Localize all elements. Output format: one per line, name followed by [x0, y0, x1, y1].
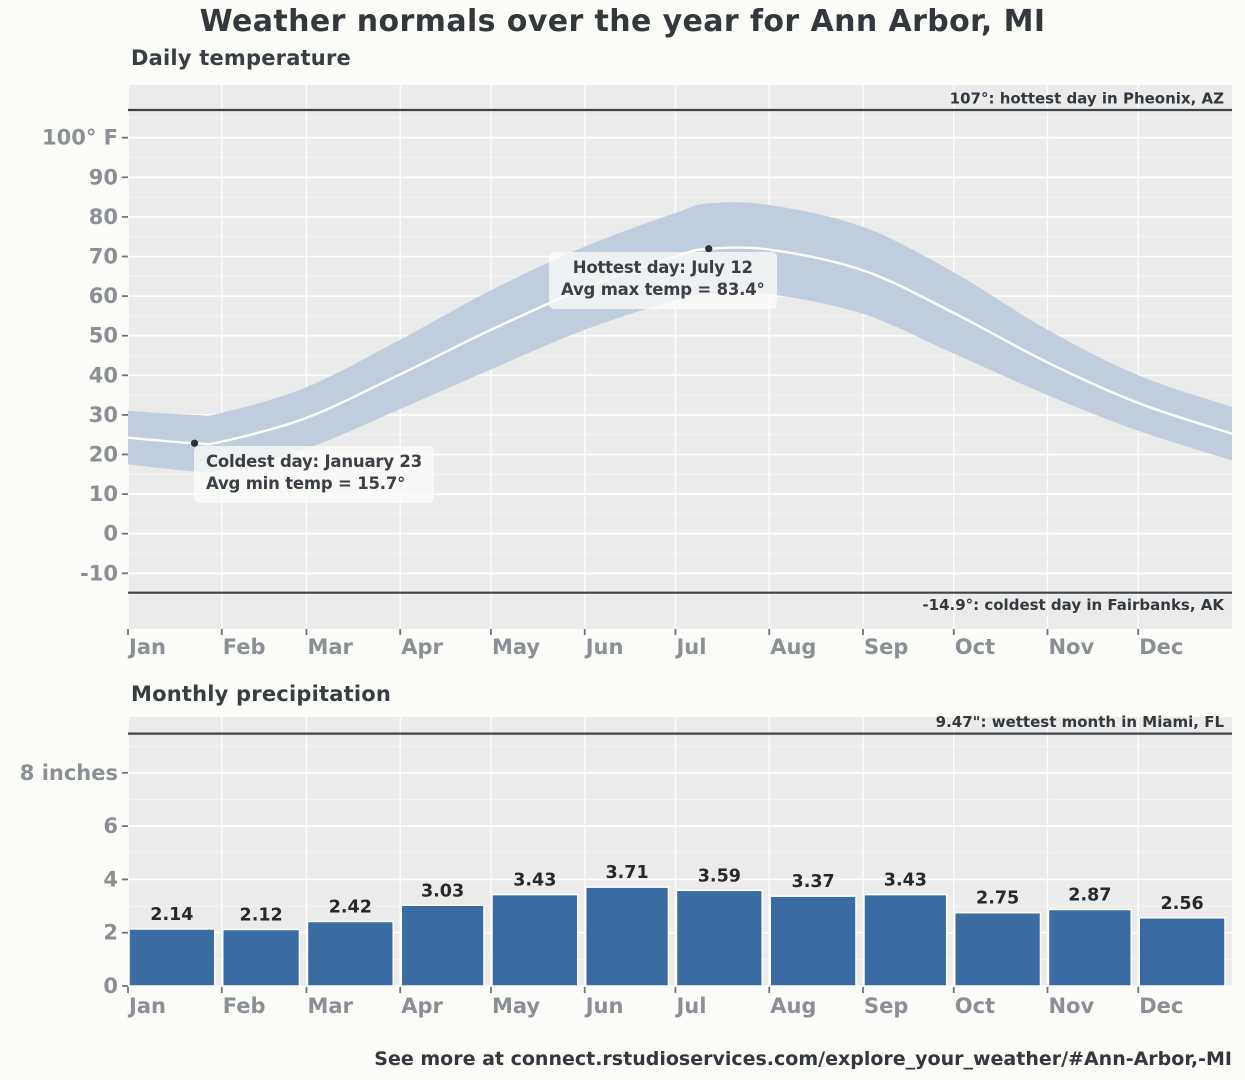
temperature-x-label: Jul [674, 635, 706, 659]
temperature-x-label: Dec [1139, 635, 1183, 659]
precipitation-y-label: 2 [103, 921, 118, 945]
temperature-x-label: Nov [1048, 635, 1094, 659]
precipitation-chart-title: Monthly precipitation [131, 682, 391, 706]
precipitation-y-label: 4 [103, 867, 118, 891]
temperature-y-label: 100° F [42, 126, 118, 150]
coldest-day-annotation-line2: Avg min temp = 15.7° [206, 474, 406, 494]
precipitation-bar-aug [769, 895, 857, 987]
temperature-chart-title: Daily temperature [131, 46, 351, 70]
hottest-day-annotation: Hottest day: July 12 Avg max temp = 83.4… [549, 252, 777, 309]
precipitation-bar-value: 3.43 [884, 871, 927, 891]
temperature-y-label: 80 [89, 205, 118, 229]
precipitation-bar-value: 2.87 [1068, 886, 1111, 906]
temperature-y-label: 70 [89, 245, 118, 269]
temperature-y-label: 0 [103, 522, 118, 546]
precipitation-bar-value: 3.71 [605, 863, 648, 883]
precipitation-x-label: May [492, 994, 540, 1018]
temperature-x-label: Mar [307, 635, 353, 659]
precipitation-bar-jul [675, 889, 763, 987]
precipitation-y-label: 8 inches [20, 761, 118, 785]
precipitation-bar-value: 2.14 [150, 905, 193, 925]
temperature-band [128, 202, 1232, 473]
precipitation-bar-feb [222, 928, 301, 987]
precipitation-bar-oct [953, 911, 1042, 987]
temperature-y-label: 40 [89, 363, 118, 387]
precipitation-x-label: Sep [864, 994, 908, 1018]
precipitation-bar-apr [400, 904, 485, 987]
temperature-x-label: Aug [770, 635, 816, 659]
precipitation-bar-jun [584, 886, 670, 987]
temperature-panel: 107°: hottest day in Pheonix, AZ -14.9°: … [42, 85, 1233, 659]
precipitation-panel: 2.14 2.12 2.42 3.03 3.43 3.71 3.59 3.37 3.43 2.75… [20, 713, 1232, 1018]
precipitation-x-label: Nov [1048, 994, 1094, 1018]
precipitation-y-label: 0 [103, 974, 118, 998]
hottest-day-annotation-line2: Avg max temp = 83.4° [561, 280, 765, 300]
precipitation-x-label: Dec [1139, 994, 1183, 1018]
precipitation-bar-nov [1047, 908, 1132, 987]
hottest-day-dot [705, 245, 713, 253]
precipitation-x-label: Mar [307, 994, 353, 1018]
precipitation-bar-value: 2.42 [329, 898, 372, 918]
hottest-day-annotation-line1: Hottest day: July 12 [572, 258, 753, 277]
precipitation-x-label: Jun [584, 994, 624, 1018]
temperature-x-label: May [492, 635, 540, 659]
precipitation-bar-value: 3.03 [421, 881, 464, 901]
precipitation-x-label: Feb [223, 994, 266, 1018]
temperature-x-label: Apr [401, 635, 443, 659]
precipitation-x-label: Apr [401, 994, 443, 1018]
temperature-y-label: -10 [80, 561, 118, 585]
temperature-y-label: 20 [89, 443, 118, 467]
temperature-x-label: Oct [955, 635, 995, 659]
temperature-y-label: 30 [89, 403, 118, 427]
precipitation-x-label: Jan [127, 994, 166, 1018]
precipitation-x-label: Oct [955, 994, 995, 1018]
precipitation-bar-value: 2.75 [976, 889, 1019, 909]
temperature-x-label: Jan [127, 635, 166, 659]
precipitation-bar-value: 3.43 [513, 871, 556, 891]
reference-line-label: -14.9°: coldest day in Fairbanks, AK [922, 596, 1225, 614]
page-title: Weather normals over the year for Ann Ar… [199, 4, 1046, 39]
reference-line-label: 107°: hottest day in Pheonix, AZ [950, 89, 1224, 107]
coldest-day-annotation-line1: Coldest day: January 23 [206, 452, 422, 471]
coldest-day-dot [190, 439, 199, 447]
temperature-x-label: Sep [864, 635, 908, 659]
precipitation-bar-jan [128, 928, 216, 987]
precipitation-bar-dec [1138, 917, 1226, 987]
precipitation-y-label: 6 [103, 814, 118, 838]
temperature-y-label: 60 [89, 284, 118, 308]
precipitation-x-label: Aug [770, 994, 816, 1018]
coldest-day-annotation: Coldest day: January 23 Avg min temp = 1… [194, 446, 434, 503]
temperature-x-label: Feb [223, 635, 266, 659]
precipitation-bar-value: 2.56 [1161, 894, 1204, 914]
precipitation-bar-value: 2.12 [240, 906, 283, 926]
reference-line-label: 9.47": wettest month in Miami, FL [936, 713, 1225, 731]
page-caption: See more at connect.rstudioservices.com/… [374, 1048, 1232, 1070]
temperature-x-label: Jun [584, 635, 624, 659]
precipitation-bar-sep [863, 893, 948, 987]
precipitation-bar-may [491, 893, 579, 987]
temperature-y-label: 10 [89, 482, 118, 506]
precipitation-bar-mar [306, 920, 394, 987]
precipitation-x-label: Jul [674, 994, 706, 1018]
precipitation-bar-value: 3.59 [698, 866, 741, 886]
temperature-y-label: 90 [89, 165, 118, 189]
temperature-y-label: 50 [89, 324, 118, 348]
precipitation-bar-value: 3.37 [792, 872, 835, 892]
